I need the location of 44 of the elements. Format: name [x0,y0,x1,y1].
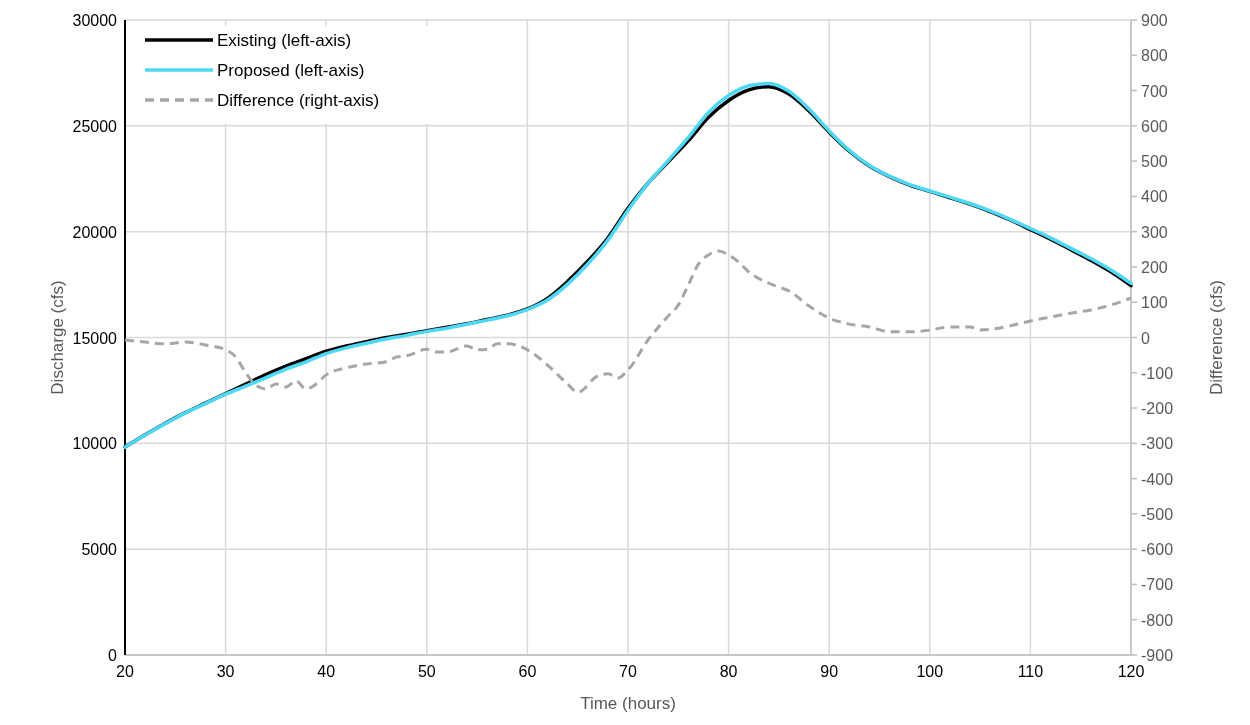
y-tick-label: 0 [108,647,118,664]
y-tick-label: 30000 [72,12,118,29]
y2-tick-label: -400 [1141,470,1174,488]
x-tick-label: 20 [116,663,134,680]
y2-tick-label: -300 [1141,435,1174,453]
y2-tick-label: 600 [1141,117,1168,135]
legend-label: Difference (right-axis) [217,91,380,110]
y2-tick-label: 400 [1141,188,1168,206]
y2-tick-label: -600 [1141,541,1174,559]
x-tick-label: 100 [916,663,944,680]
x-tick-label: 50 [417,663,436,680]
y2-tick-label: 500 [1141,153,1168,171]
y2-axis-title: Difference (cfs) [1207,280,1226,395]
y-axis-title: Discharge (cfs) [48,280,67,395]
x-tick-label: 80 [719,663,738,680]
y2-tick-label: 300 [1141,223,1168,241]
y-tick-label: 15000 [72,329,118,347]
y2-tick-label: -200 [1141,400,1174,418]
y2-tick-label: 900 [1141,12,1168,29]
x-tick-label: 90 [820,663,839,680]
y2-tick-label: 700 [1141,82,1168,100]
y-tick-label: 25000 [72,117,118,135]
line-series [123,249,1133,394]
x-tick-label: 30 [216,663,235,680]
y2-tick-label: -900 [1141,647,1174,664]
y2-tick-label: 100 [1141,294,1168,312]
y2-tick-label: -500 [1141,505,1174,523]
legend-label: Proposed (left-axis) [217,61,365,80]
y-tick-label: 5000 [81,541,118,559]
x-tick-label: 40 [317,663,336,680]
x-tick-label: 60 [518,663,537,680]
y-tick-label: 20000 [72,223,118,241]
y-tick-label: 10000 [72,435,118,453]
y2-tick-label: -700 [1141,576,1174,594]
y2-tick-label: 800 [1141,47,1168,65]
y2-tick-label: -800 [1141,611,1174,629]
legend-label: Existing (left-axis) [217,31,352,50]
x-tick-label: 70 [619,663,637,680]
y2-tick-label: 0 [1141,329,1150,347]
y2-tick-label: -100 [1141,364,1174,382]
x-tick-label: 120 [1117,663,1145,680]
x-tick-label: 110 [1017,663,1044,680]
x-axis-title: Time (hours) [580,694,676,713]
y2-tick-label: 200 [1141,258,1168,276]
